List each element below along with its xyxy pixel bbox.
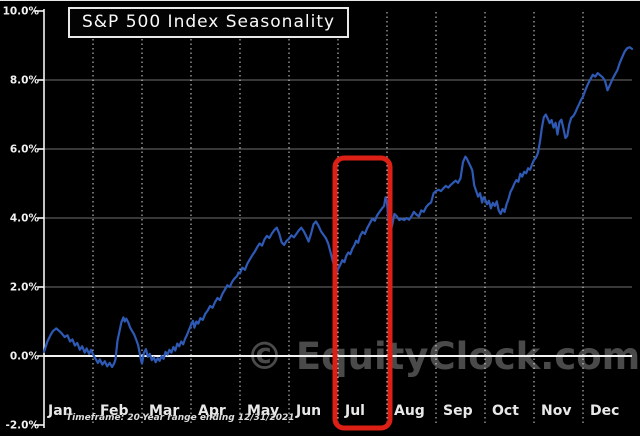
y-tick-label: 6.0%: [10, 144, 40, 156]
x-month-label: Aug: [394, 403, 425, 419]
y-tick-label: 0.0%: [10, 351, 40, 363]
x-month-label: Sep: [443, 403, 473, 419]
x-month-label: Nov: [541, 403, 571, 419]
x-month-label: Jan: [47, 403, 73, 419]
july-highlight-box: [332, 155, 393, 431]
x-month-label: Oct: [492, 403, 519, 419]
x-month-label: Dec: [590, 403, 619, 419]
x-month-label: Jul: [344, 403, 365, 419]
y-tick-label: 8.0%: [10, 75, 40, 87]
y-tick-label: 4.0%: [10, 213, 40, 225]
seasonality-line: [42, 46, 634, 369]
x-month-label: Feb: [100, 403, 129, 419]
y-tick-label: -2.0%: [6, 420, 40, 432]
y-tick-label: 2.0%: [10, 282, 40, 294]
chart-title: S&P 500 Index Seasonality: [68, 7, 350, 38]
timeframe-footnote: Timeframe: 20-Year range ending 12/31/20…: [66, 413, 295, 423]
x-month-label: Mar: [149, 403, 179, 419]
x-month-label: Apr: [198, 403, 226, 419]
x-month-label: May: [247, 403, 279, 419]
y-tick-label: 10.0%: [3, 6, 40, 18]
x-month-label: Jun: [295, 403, 321, 419]
